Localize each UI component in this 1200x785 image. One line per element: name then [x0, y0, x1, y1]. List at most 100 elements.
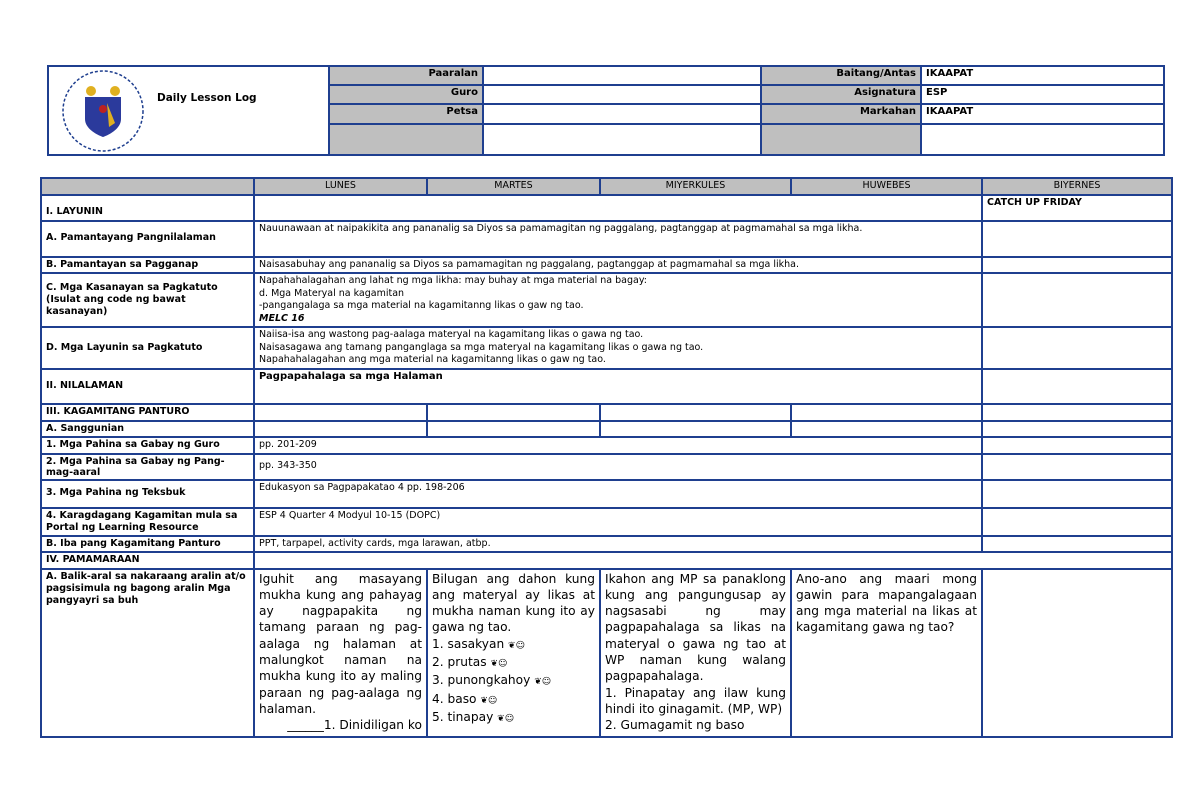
cell — [981, 452, 1173, 481]
activity-item: 3. punongkahoy ❦☺ — [432, 672, 595, 690]
day-header: HUWEBES — [790, 177, 983, 196]
text-line: Naisasagawa ang tamang panganglaga sa mg… — [259, 341, 704, 353]
cell — [599, 419, 792, 438]
empty-label — [328, 123, 484, 156]
cell — [981, 506, 1173, 537]
item-list: 1. sasakyan ❦☺ 2. prutas ❦☺ 3. punongkah… — [432, 636, 595, 727]
cell: ESP 4 Quarter 4 Modyul 10-15 (DOPC) — [253, 506, 983, 537]
item-text: 3. punongkahoy — [432, 673, 531, 688]
header-table: Daily Lesson Log Paaralan Baitang/Antas … — [47, 65, 1165, 156]
row-label: A. Pamantayang Pangnilalaman — [40, 219, 255, 258]
cell — [981, 478, 1173, 509]
day-header: MARTES — [426, 177, 601, 196]
activity-item: 2. Gumagamit ng baso — [605, 718, 745, 733]
item-text: 5. tinapay — [432, 709, 494, 724]
cell — [981, 419, 1173, 438]
activity-text: Iguhit ang masayang mukha kung ang pahay… — [259, 571, 422, 716]
cell — [790, 419, 983, 438]
activity-item: 1. Pinapatay ang ilaw kung hindi ito gin… — [605, 685, 786, 716]
cell — [981, 326, 1173, 370]
cell: pp. 201-209 — [253, 436, 983, 455]
item-text: 1. sasakyan — [432, 636, 505, 651]
text-line: d. Mga Materyal na kagamitan — [259, 287, 405, 299]
text-line: -pangangalaga sa mga material na kagamit… — [259, 300, 584, 311]
cell — [981, 534, 1173, 553]
empty-label — [760, 123, 922, 156]
row-label: III. KAGAMITANG PANTURO — [40, 403, 255, 422]
day-header: LUNES — [253, 177, 428, 196]
biyernes-activity — [981, 567, 1173, 738]
martes-activity: Bilugan ang dahon kung ang materyal ay l… — [426, 567, 601, 738]
lesson-log-table: LUNES MARTES MIYERKULES HUWEBES BIYERNES… — [40, 177, 1173, 738]
cell — [599, 403, 792, 422]
cell: Nauunawaan at naipakikita ang pananalig … — [253, 219, 983, 258]
cell — [426, 419, 601, 438]
cell — [253, 403, 428, 422]
cell — [981, 368, 1173, 405]
text-line: Napahahalagahan ang lahat ng mga likha: … — [259, 275, 647, 286]
miyerkules-activity: Ikahon ang MP sa panaklong kung ang pang… — [599, 567, 792, 738]
row-label: 2. Mga Pahina sa Gabay ng Pang-mag-aaral — [40, 452, 255, 481]
cell — [981, 403, 1173, 422]
row-label: IV. PAMAMARAAN — [40, 551, 255, 570]
activity-item: ______1. Dinidiligan ko — [287, 718, 422, 733]
leaf-smiley-icon: ❦☺ — [490, 658, 508, 669]
paaralan-value[interactable] — [482, 65, 762, 86]
activity-item: 1. sasakyan ❦☺ — [432, 636, 595, 654]
field-label: Baitang/Antas — [760, 65, 922, 86]
cell — [981, 436, 1173, 455]
cell: pp. 343-350 — [253, 452, 983, 481]
field-label: Guro — [328, 84, 484, 105]
day-header: BIYERNES — [981, 177, 1173, 196]
deped-seal-logo — [62, 70, 144, 152]
markahan-value[interactable]: IKAAPAT — [920, 103, 1165, 125]
empty-value — [920, 123, 1165, 156]
activity-item: 5. tinapay ❦☺ — [432, 709, 595, 727]
cell — [253, 193, 983, 222]
document-title: Daily Lesson Log — [157, 92, 257, 104]
petsa-value[interactable] — [482, 103, 762, 125]
friday-cell: CATCH UP FRIDAY — [981, 193, 1173, 222]
activity-item: 4. baso ❦☺ — [432, 691, 595, 709]
guro-value[interactable] — [482, 84, 762, 105]
cell: Naisasabuhay ang pananalig sa Diyos sa p… — [253, 255, 983, 274]
cell — [981, 255, 1173, 274]
text-line: Naiisa-isa ang wastong pag-aalaga matery… — [259, 329, 644, 340]
field-label: Asignatura — [760, 84, 922, 105]
empty-value — [482, 123, 762, 156]
huwebes-activity: Ano-ano ang maari mong gawin para mapang… — [790, 567, 983, 738]
cell — [981, 219, 1173, 258]
corner-cell — [40, 177, 255, 196]
asignatura-value[interactable]: ESP — [920, 84, 1165, 105]
field-label: Petsa — [328, 103, 484, 125]
melc-code: MELC 16 — [259, 312, 305, 324]
leaf-smiley-icon: ❦☺ — [497, 713, 515, 724]
cell — [981, 272, 1173, 328]
activity-text: Bilugan ang dahon kung ang materyal ay l… — [432, 571, 595, 635]
row-label: I. LAYUNIN — [40, 193, 255, 222]
lunes-activity: Iguhit ang masayang mukha kung ang pahay… — [253, 567, 428, 738]
field-label: Paaralan — [328, 65, 484, 86]
text-line: Napahahalagahan ang mga material na kaga… — [259, 354, 606, 365]
cell: Napahahalagahan ang lahat ng mga likha: … — [253, 272, 983, 328]
baitang-value[interactable]: IKAAPAT — [920, 65, 1165, 86]
cell — [790, 403, 983, 422]
cell: PPT, tarpapel, activity cards, mga laraw… — [253, 534, 983, 553]
day-header: MIYERKULES — [599, 177, 792, 196]
row-label: 4. Karagdagang Kagamitan mula sa Portal … — [40, 506, 255, 537]
row-label: A. Sanggunian — [40, 419, 255, 438]
row-label: D. Mga Layunin sa Pagkatuto — [40, 326, 255, 370]
row-label: B. Pamantayan sa Pagganap — [40, 255, 255, 274]
cell: Edukasyon sa Pagpapakatao 4 pp. 198-206 — [253, 478, 983, 509]
cell — [253, 551, 1173, 570]
row-label: A. Balik-aral sa nakaraang aralin at/o p… — [40, 567, 255, 738]
row-label: 3. Mga Pahina ng Teksbuk — [40, 478, 255, 509]
cell: Naiisa-isa ang wastong pag-aalaga matery… — [253, 326, 983, 370]
row-label: II. NILALAMAN — [40, 368, 255, 405]
row-label: B. Iba pang Kagamitang Panturo — [40, 534, 255, 553]
field-label: Markahan — [760, 103, 922, 125]
cell: Pagpapahalaga sa mga Halaman — [253, 368, 983, 405]
leaf-smiley-icon: ❦☺ — [508, 640, 525, 651]
activity-text: Ikahon ang MP sa panaklong kung ang pang… — [605, 571, 786, 684]
item-text: 2. prutas — [432, 654, 487, 669]
